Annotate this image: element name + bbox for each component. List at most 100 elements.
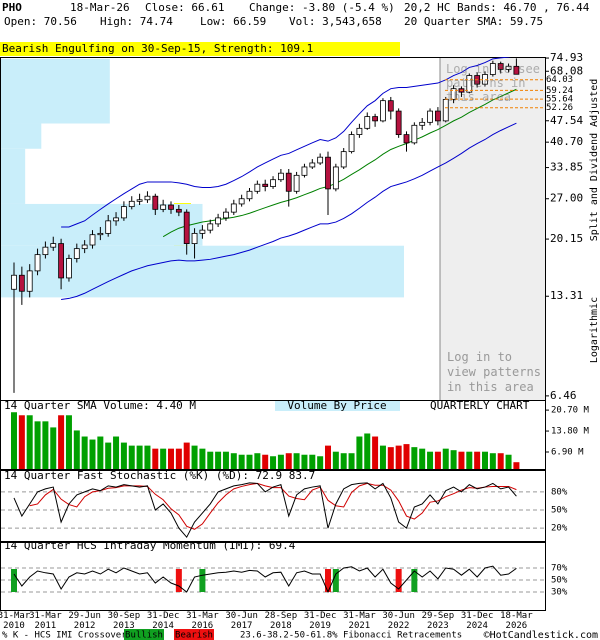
volume-bar	[18, 415, 25, 469]
candle-body	[223, 211, 229, 219]
volume-bar	[442, 448, 449, 469]
volume-bar	[450, 450, 457, 469]
candle-body	[293, 174, 300, 192]
volume-bar	[348, 453, 355, 469]
crossover-signal	[325, 569, 331, 592]
candle-body	[450, 88, 457, 100]
sma-line	[162, 88, 517, 238]
volume-bar	[262, 454, 269, 469]
candle-body	[403, 134, 410, 144]
vbp-label: Volume By Price	[287, 399, 386, 412]
y-tick-label: 74.93	[550, 51, 583, 64]
x-tick-label: 30-Sep 2013	[107, 611, 141, 631]
volume-bar	[497, 453, 504, 469]
candle-body	[18, 274, 25, 292]
x-tick-label: 30-Jun 2022	[382, 611, 415, 631]
sma-label: 20 Quarter SMA: 59.75	[404, 15, 543, 28]
date: 18-Mar-26	[70, 1, 130, 14]
change: Change: -3.80 (-5.4 %)	[249, 1, 395, 14]
fib-label: 59.24	[546, 86, 573, 96]
candle-body	[81, 244, 88, 250]
candle-body	[317, 156, 324, 164]
x-tick-label: 31-Mar 2021	[343, 611, 376, 631]
volume-bar	[168, 448, 174, 469]
volume-title: 14 Quarter SMA Volume: 4.40 M	[4, 399, 196, 412]
volume-bar	[191, 445, 198, 469]
candle-body	[411, 124, 418, 144]
candle-body	[372, 116, 379, 122]
candle-body	[42, 246, 49, 256]
legend-swatch	[174, 629, 214, 640]
volume-bar	[105, 442, 112, 469]
volume-bar	[505, 454, 512, 469]
volume-bar	[81, 436, 88, 469]
fib-label: 64.03	[546, 75, 573, 85]
candle-body	[66, 258, 72, 279]
stoch-tick-label: 20%	[551, 524, 568, 534]
stoch-tick-label: 50%	[551, 506, 568, 516]
volume-bar	[238, 454, 245, 469]
candle-body	[434, 110, 441, 122]
crossover-signal	[11, 569, 17, 592]
volume-bar	[152, 448, 159, 469]
x-tick-label: 31-Dec 2024	[460, 611, 494, 631]
volume-bar	[356, 436, 363, 469]
candle-body	[113, 217, 119, 222]
volume-bar	[332, 451, 339, 469]
open: Open: 70.56	[4, 15, 77, 28]
imi-line	[13, 565, 517, 594]
volume-bar	[379, 445, 386, 469]
volume-bar	[411, 447, 418, 469]
volume-bar	[254, 453, 261, 469]
volume-bar	[285, 453, 292, 469]
volume-bar	[309, 454, 316, 469]
candle-body	[238, 198, 245, 205]
candle-body	[285, 172, 292, 192]
candle-body	[380, 100, 386, 122]
stoch-title: 14 Quarter Fast Stochastic (%K) (%D): 72…	[4, 469, 315, 482]
candle-body	[199, 229, 206, 234]
candle-body	[364, 116, 371, 129]
volume-bar	[50, 427, 57, 469]
candle-body	[325, 156, 331, 190]
candle-body	[191, 232, 198, 244]
candle-body	[34, 254, 41, 272]
volume-bar	[395, 445, 402, 469]
vbp-label-box	[275, 401, 400, 411]
y-tick-label: 27.00	[550, 192, 583, 205]
fib-label: 55.64	[546, 95, 573, 105]
y-tick-label: 6.46	[550, 389, 577, 402]
volume-bar	[128, 445, 135, 469]
imi-panel	[0, 542, 546, 611]
volume-bar	[270, 456, 277, 469]
chart-period: QUARTERLY CHART	[430, 399, 530, 412]
volume-bar	[427, 451, 434, 469]
volume-bar	[387, 447, 394, 469]
locked-area	[440, 58, 545, 400]
volume-bar	[175, 448, 182, 469]
y-tick-label: 20.15	[550, 232, 583, 245]
candle-body	[489, 63, 496, 75]
credit: ©HotCandlestick.com	[484, 630, 598, 640]
volume-bar	[73, 430, 80, 469]
candle-body	[11, 274, 17, 290]
volume-bar	[277, 454, 284, 469]
fib-label: 52.26	[546, 103, 573, 113]
crossover-signal	[332, 569, 339, 592]
crossover-signal	[411, 569, 418, 592]
log-note: Logarithmic	[589, 297, 600, 363]
x-tick-label: 31-Mar 2011	[29, 611, 62, 631]
volume-bar	[364, 433, 371, 469]
y-tick-label: 40.70	[550, 135, 583, 148]
legend-label: Bullish	[125, 631, 163, 640]
candle-body	[73, 248, 80, 259]
y-tick-label: 68.08	[550, 64, 583, 77]
candle-body	[175, 208, 182, 213]
stoch-k	[13, 482, 517, 539]
candle-body	[513, 65, 520, 75]
volume-by-price-bar	[1, 148, 26, 204]
imi-tick-label: 30%	[551, 588, 568, 598]
bands-label: 20,2 HC Bands: 46.70 , 76.44	[404, 1, 590, 14]
volume-bar	[89, 439, 96, 469]
volume-bar	[513, 462, 520, 469]
